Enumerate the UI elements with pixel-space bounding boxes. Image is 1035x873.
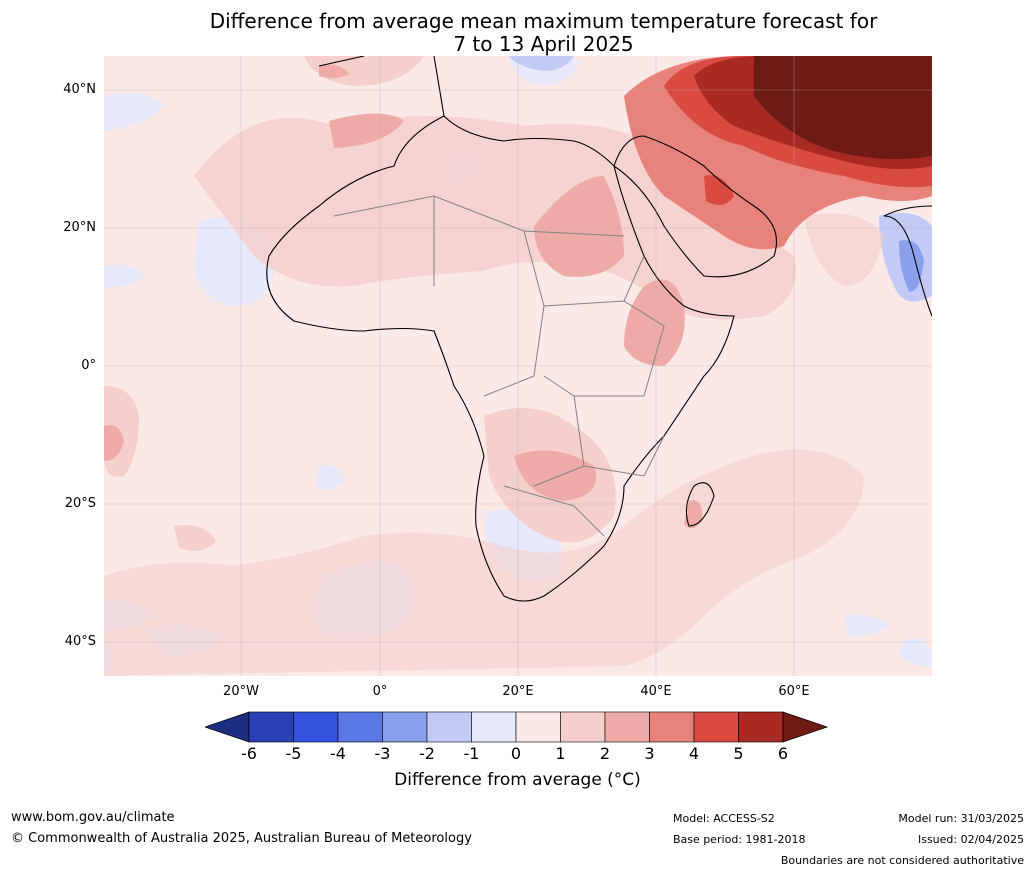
anomaly-2-3-patches [104, 64, 703, 529]
lon-label-0: 0° [372, 684, 388, 699]
colorbar-tick-label: 0 [510, 744, 522, 763]
footer-copyright: © Commonwealth of Australia 2025, Austra… [11, 831, 472, 846]
forecast-map [104, 56, 932, 676]
colorbar-tick-label: 2 [599, 744, 611, 763]
colorbar-tick-label: 1 [555, 744, 566, 763]
lon-label-40e: 40°E [640, 684, 672, 699]
colorbar-segment [426, 711, 472, 743]
colorbar-segment [248, 711, 294, 743]
footer-issued: Issued: 02/04/2025 [917, 833, 1024, 846]
colorbar-segment [693, 711, 739, 743]
colorbar-tick-label: -5 [285, 744, 302, 763]
colorbar-segment [649, 711, 695, 743]
colorbar-segment [604, 711, 650, 743]
map-title-line1: Difference from average mean maximum tem… [209, 9, 878, 33]
map-title: Difference from average mean maximum tem… [0, 10, 1035, 56]
colorbar-segment [560, 711, 606, 743]
map-svg [104, 56, 932, 676]
colorbar-tick-label: -1 [463, 744, 480, 763]
colorbar-segment [382, 711, 428, 743]
lon-label-20w: 20°W [223, 684, 259, 699]
colorbar-tick-label: 4 [688, 744, 700, 763]
lon-label-60e: 60°E [778, 684, 810, 699]
gridlines [104, 56, 932, 676]
footer-model: Model: ACCESS-S2 [673, 812, 775, 825]
colorbar-segment [738, 711, 784, 743]
lat-label-20n: 20°N [63, 220, 96, 235]
colorbar-tick-label: 3 [644, 744, 655, 763]
colorbar-tick-label: -4 [330, 744, 346, 763]
colorbar-segment [337, 711, 383, 743]
colorbar-tick-label: -2 [419, 744, 435, 763]
colorbar [205, 711, 829, 743]
colorbar-segment [471, 711, 517, 743]
lat-label-0: 0° [81, 358, 96, 373]
warm-anomaly-middle-east [624, 56, 932, 250]
colorbar-segment [293, 711, 339, 743]
colorbar-tick-label: -6 [241, 744, 257, 763]
colorbar-arrow-high [782, 711, 829, 743]
colorbar-arrow-low [205, 711, 250, 743]
negative-anomaly-india [509, 56, 932, 302]
lat-label-20s: 20°S [64, 496, 96, 511]
colorbar-tick-label: -3 [374, 744, 391, 763]
lat-label-40n: 40°N [63, 82, 96, 97]
map-title-line2: 7 to 13 April 2025 [453, 32, 634, 56]
colorbar-tick-label: 6 [777, 744, 789, 763]
lat-label-40s: 40°S [64, 634, 96, 649]
footer-model-run: Model run: 31/03/2025 [898, 812, 1024, 825]
lon-label-20e: 20°E [502, 684, 534, 699]
coastlines [266, 56, 932, 602]
colorbar-tick-label: 5 [733, 744, 744, 763]
country-borders [333, 195, 665, 537]
colorbar-segments [205, 711, 829, 743]
footer-website: www.bom.gov.au/climate [11, 810, 175, 825]
colorbar-segment [515, 711, 561, 743]
footer-base-period: Base period: 1981-2018 [673, 833, 806, 846]
colorbar-title: Difference from average (°C) [394, 770, 641, 790]
footer-disclaimer: Boundaries are not considered authoritat… [780, 854, 1024, 867]
